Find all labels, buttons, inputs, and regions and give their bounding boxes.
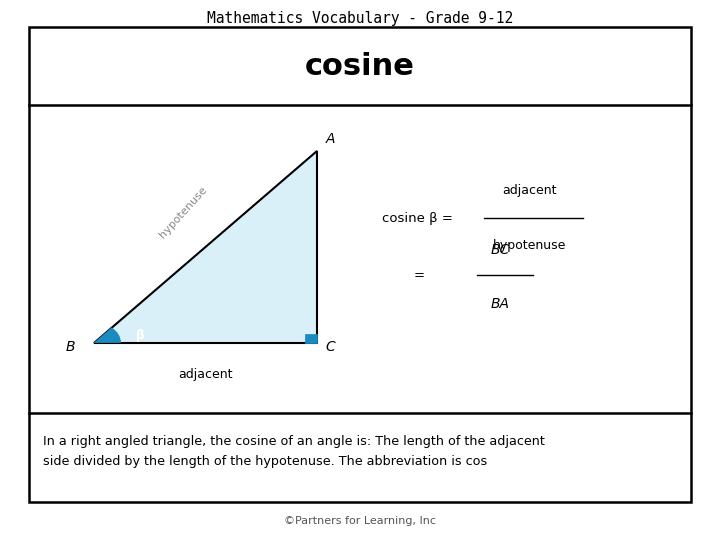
Text: ©Partners for Learning, Inc: ©Partners for Learning, Inc <box>284 516 436 526</box>
Text: B: B <box>66 340 76 354</box>
Text: A: A <box>325 132 335 146</box>
Wedge shape <box>94 327 121 343</box>
Text: BC: BC <box>491 242 510 256</box>
Text: In a right angled triangle, the cosine of an angle is: The length of the adjacen: In a right angled triangle, the cosine o… <box>43 435 545 468</box>
Text: =: = <box>414 269 425 282</box>
Text: Mathematics Vocabulary - Grade 9-12: Mathematics Vocabulary - Grade 9-12 <box>207 11 513 26</box>
Text: cosine β =: cosine β = <box>382 212 452 225</box>
Text: cosine: cosine <box>305 52 415 80</box>
Text: BA: BA <box>491 297 510 311</box>
Text: hypotenuse: hypotenuse <box>158 185 210 240</box>
Text: hypotenuse: hypotenuse <box>492 239 566 252</box>
Bar <box>29 27 691 502</box>
Text: adjacent: adjacent <box>178 368 233 381</box>
Polygon shape <box>305 334 317 343</box>
Text: β: β <box>136 329 145 342</box>
Text: adjacent: adjacent <box>502 184 557 197</box>
Text: C: C <box>325 340 336 354</box>
Polygon shape <box>94 151 317 343</box>
